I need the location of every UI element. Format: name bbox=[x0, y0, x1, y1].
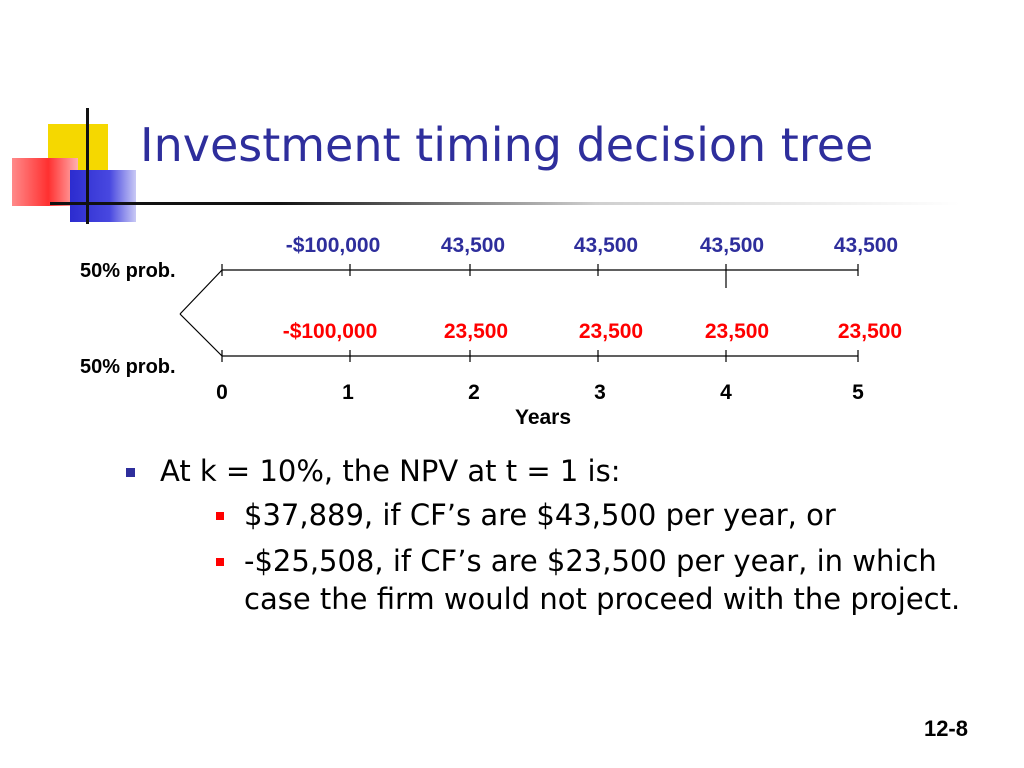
branch-up-line bbox=[179, 269, 223, 315]
title-underline bbox=[50, 202, 960, 205]
year-label-0: 0 bbox=[216, 381, 228, 404]
sub-bullet-list: $37,889, if CF’s are $43,500 per year, o… bbox=[160, 496, 982, 618]
upper-cf-2: 43,500 bbox=[441, 234, 505, 257]
sub-bullet-1: $37,889, if CF’s are $43,500 per year, o… bbox=[204, 496, 982, 534]
upper-cf-1: -$100,000 bbox=[286, 234, 381, 257]
main-bullet-marker bbox=[126, 468, 135, 477]
upper-cf-3: 43,500 bbox=[574, 234, 638, 257]
upper-cf-5: 43,500 bbox=[834, 234, 898, 257]
sub-bullet-1-text: $37,889, if CF’s are $43,500 per year, o… bbox=[244, 498, 836, 532]
upper-cf-4: 43,500 bbox=[700, 234, 764, 257]
year-label-1: 1 bbox=[342, 381, 354, 404]
logo-red-square bbox=[12, 158, 78, 206]
bullet-main-text: At k = 10%, the NPV at t = 1 is: bbox=[160, 454, 621, 488]
sub-bullet-2: -$25,508, if CF’s are $23,500 per year, … bbox=[204, 542, 982, 618]
lower-timeline bbox=[221, 350, 859, 362]
year-label-4: 4 bbox=[720, 381, 732, 404]
years-axis-label: Years bbox=[515, 406, 571, 429]
lower-prob-label: 50% prob. bbox=[80, 356, 176, 378]
logo-vertical-line bbox=[86, 108, 89, 224]
sub-bullet-marker-1 bbox=[216, 512, 224, 520]
slide-title: Investment timing decision tree bbox=[140, 118, 874, 172]
upper-prob-label: 50% prob. bbox=[80, 260, 176, 282]
sub-bullet-marker-2 bbox=[216, 558, 224, 566]
lower-cf-1: -$100,000 bbox=[283, 320, 378, 343]
lower-cf-5: 23,500 bbox=[838, 320, 902, 343]
lower-cf-2: 23,500 bbox=[444, 320, 508, 343]
slide-logo bbox=[0, 0, 160, 240]
branch-down-line bbox=[179, 313, 223, 357]
lower-cf-4: 23,500 bbox=[705, 320, 769, 343]
logo-blue-square bbox=[70, 170, 136, 222]
bullet-list: At k = 10%, the NPV at t = 1 is: $37,889… bbox=[122, 452, 982, 626]
year-label-3: 3 bbox=[594, 381, 606, 404]
decision-tree: 50% prob. -$100,000 43,500 43,500 43,500… bbox=[80, 234, 902, 429]
lower-cf-3: 23,500 bbox=[579, 320, 643, 343]
year-label-2: 2 bbox=[468, 381, 480, 404]
bullet-main: At k = 10%, the NPV at t = 1 is: $37,889… bbox=[122, 452, 982, 618]
sub-bullet-2-text: -$25,508, if CF’s are $23,500 per year, … bbox=[244, 544, 961, 616]
page-number: 12-8 bbox=[923, 716, 968, 741]
upper-timeline bbox=[221, 264, 859, 288]
year-label-5: 5 bbox=[852, 381, 864, 404]
